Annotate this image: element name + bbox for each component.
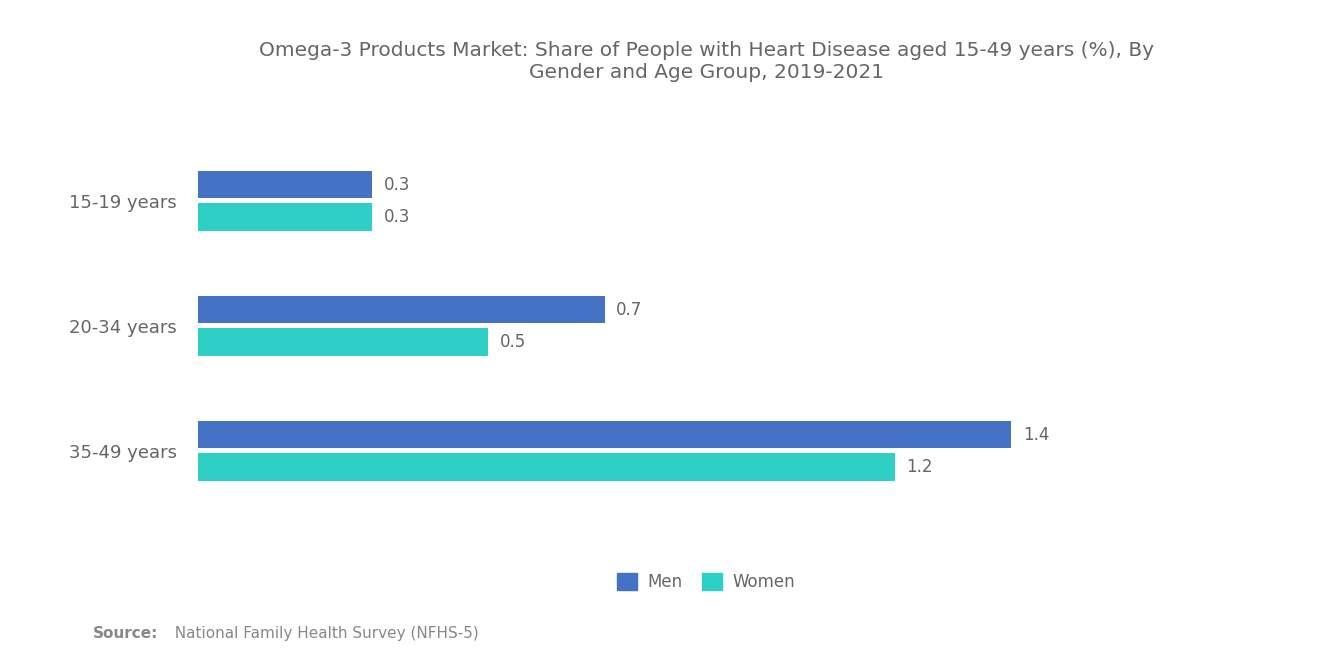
Text: Source:: Source:	[92, 626, 158, 642]
Bar	[198, 203, 372, 231]
Bar	[198, 296, 605, 323]
Text: 1.4: 1.4	[1023, 426, 1049, 444]
Bar	[198, 171, 372, 198]
Text: 0.3: 0.3	[384, 208, 411, 226]
Legend: Men, Women: Men, Women	[611, 567, 801, 598]
Text: 0.3: 0.3	[384, 176, 411, 194]
Text: 0.7: 0.7	[616, 301, 643, 319]
Title: Omega-3 Products Market: Share of People with Heart Disease aged 15-49 years (%): Omega-3 Products Market: Share of People…	[259, 41, 1154, 82]
Text: 0.5: 0.5	[500, 333, 527, 351]
Bar	[198, 329, 488, 356]
Text: 1.2: 1.2	[907, 458, 933, 476]
Bar	[198, 421, 1011, 448]
Text: National Family Health Survey (NFHS-5): National Family Health Survey (NFHS-5)	[165, 626, 479, 642]
Bar	[198, 454, 895, 481]
